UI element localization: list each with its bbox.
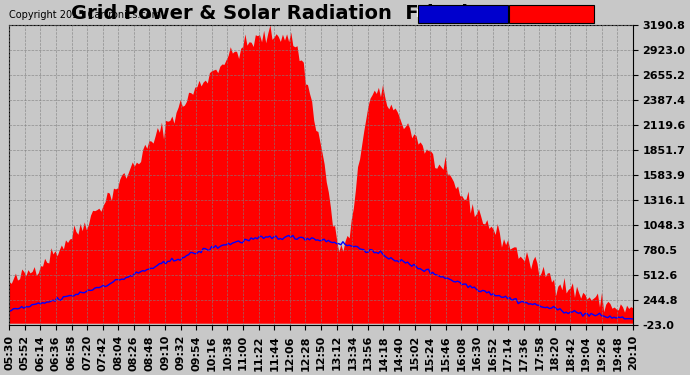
Text: Copyright 2015 Cartronics.com: Copyright 2015 Cartronics.com (9, 10, 161, 20)
Title: Grid Power & Solar Radiation  Fri Jul 10 20:25: Grid Power & Solar Radiation Fri Jul 10 … (71, 4, 571, 23)
FancyBboxPatch shape (417, 5, 508, 23)
FancyBboxPatch shape (509, 5, 593, 23)
Text: Grid (AC Watts): Grid (AC Watts) (509, 9, 594, 19)
Text: Radiation (w/m2): Radiation (w/m2) (415, 9, 510, 19)
